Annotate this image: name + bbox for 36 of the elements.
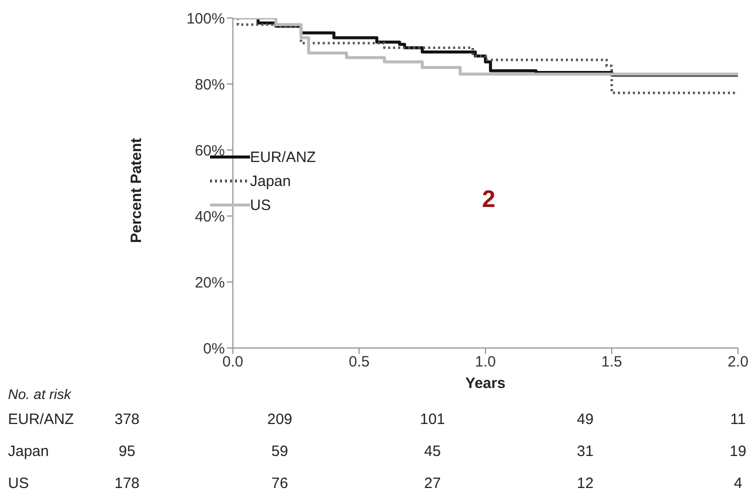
text: 209 — [266, 411, 294, 428]
legend-label: Japan — [250, 172, 291, 190]
y-tick-label: 40% — [194, 208, 225, 226]
text: 49 — [576, 411, 595, 428]
text: 59 — [270, 443, 290, 460]
text: 11 — [729, 411, 747, 428]
x-tick-label: 1.0 — [474, 354, 496, 371]
text: No. at risk — [8, 386, 72, 402]
text: EUR/ANZ — [8, 411, 74, 428]
text: 31 — [576, 443, 595, 460]
legend-label: US — [250, 196, 271, 214]
text: 378 — [113, 411, 141, 428]
text: 27 — [423, 475, 442, 492]
x-tick-label: 2.0 — [728, 354, 748, 371]
legend-label: EUR/ANZ — [250, 148, 316, 166]
y-tick-label: 20% — [194, 274, 225, 292]
text: US — [8, 475, 29, 492]
y-tick-label: 0% — [203, 340, 225, 358]
text: 101 — [418, 411, 446, 428]
y-axis-title: Percent Patent — [128, 138, 146, 243]
y-tick-label: 60% — [194, 142, 225, 160]
annotation: 2 — [482, 186, 496, 214]
x-tick-label: 0.0 — [222, 354, 244, 371]
text: Japan — [8, 443, 49, 460]
x-tick-label: 0.5 — [348, 354, 370, 371]
x-tick-label: 1.5 — [601, 354, 622, 371]
x-axis-title: Years — [465, 375, 506, 392]
text: 4 — [732, 475, 744, 492]
text: 76 — [270, 475, 290, 492]
text: 19 — [728, 443, 748, 460]
text: 45 — [423, 443, 442, 460]
y-tick-label: 80% — [194, 76, 225, 94]
text: 178 — [113, 475, 141, 492]
y-tick-label: 100% — [186, 10, 225, 28]
text: 12 — [576, 475, 595, 492]
text: 95 — [118, 443, 136, 460]
